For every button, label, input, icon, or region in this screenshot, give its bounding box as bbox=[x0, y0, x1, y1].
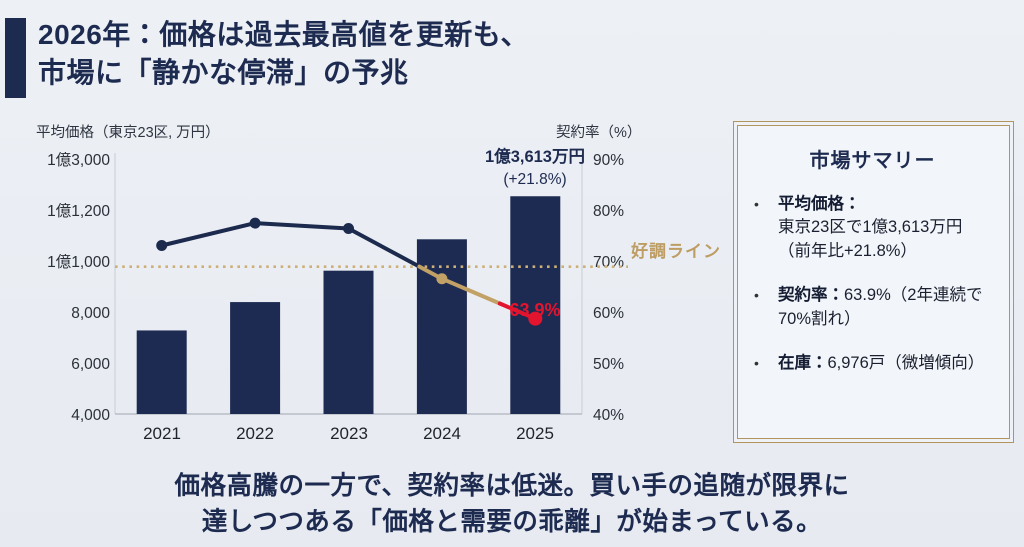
summary-item-average-price: • 平均価格： 東京23区で1億3,613万円（前年比+21.8%） bbox=[750, 193, 995, 263]
price-bar-2023 bbox=[323, 270, 374, 414]
market-summary-inner-border: 市場サマリー • 平均価格： 東京23区で1億3,613万円（前年比+21.8%… bbox=[737, 125, 1010, 439]
rate-marker-2023 bbox=[343, 223, 354, 235]
summary-item-lead: 契約率： bbox=[778, 286, 844, 305]
price-2025-change-annotation: (+21.8%) bbox=[503, 171, 567, 188]
price-bar-2025 bbox=[510, 196, 561, 414]
x-axis-label: 2025 bbox=[516, 424, 554, 443]
right-axis-tick: 50% bbox=[593, 356, 625, 373]
rate-marker-2022 bbox=[249, 217, 261, 229]
page-title: 2026年：価格は過去最高値を更新も、 市場に「静かな停滞」の予兆 bbox=[38, 16, 529, 92]
summary-item-body: 6,976戸（微増傾向） bbox=[827, 354, 985, 373]
left-axis-tick: 4,000 bbox=[71, 407, 110, 424]
summary-item-text: 在庫：6,976戸（微増傾向） bbox=[778, 352, 984, 375]
summary-item-lead: 在庫： bbox=[778, 354, 828, 373]
summary-item-body: 63.9%（2年連続で70%割れ） bbox=[778, 286, 983, 328]
right-axis-tick: 40% bbox=[593, 407, 625, 424]
right-axis-title: 契約率（%） bbox=[556, 125, 642, 141]
right-axis-tick: 70% bbox=[593, 254, 625, 271]
price-bar-2021 bbox=[136, 330, 187, 414]
x-axis-label: 2021 bbox=[143, 424, 181, 443]
summary-item-contract-rate: • 契約率：63.9%（2年連続で70%割れ） bbox=[750, 284, 995, 331]
bullet-icon: • bbox=[754, 287, 759, 304]
summary-title: 市場サマリー bbox=[809, 150, 936, 172]
key-message-line1: 価格高騰の一方で、契約率は低迷。買い手の追随が限界に bbox=[174, 472, 850, 500]
right-axis-tick: 90% bbox=[593, 152, 625, 169]
price-bar-2024 bbox=[416, 239, 467, 414]
left-axis-tick: 6,000 bbox=[71, 356, 110, 373]
bullet-icon: • bbox=[754, 196, 759, 212]
bullet-icon: • bbox=[754, 355, 759, 372]
summary-item-text: 平均価格： 東京23区で1億3,613万円（前年比+21.8%） bbox=[778, 193, 995, 263]
page-title-line1: 2026年：価格は過去最高値を更新も、 bbox=[38, 19, 529, 50]
left-axis-tick: 1億1,000 bbox=[47, 254, 110, 271]
summary-item-text: 契約率：63.9%（2年連続で70%割れ） bbox=[778, 284, 995, 331]
rate-marker-2021 bbox=[156, 239, 168, 251]
left-axis-tick: 1億1,200 bbox=[47, 203, 110, 220]
market-summary-box: 市場サマリー • 平均価格： 東京23区で1億3,613万円（前年比+21.8%… bbox=[733, 121, 1014, 443]
rate-marker-2025 bbox=[528, 311, 543, 326]
price-contract-rate-chart bbox=[114, 153, 628, 415]
page-title-line2: 市場に「静かな停滞」の予兆 bbox=[38, 57, 409, 88]
summary-item-inventory: • 在庫：6,976戸（微増傾向） bbox=[750, 352, 995, 375]
x-axis-label: 2024 bbox=[423, 424, 461, 443]
x-axis-label: 2023 bbox=[330, 424, 368, 443]
rate-2025-annotation: 63.9% bbox=[509, 300, 561, 320]
left-axis-tick: 8,000 bbox=[71, 305, 110, 322]
summary-item-lead: 平均価格： bbox=[778, 195, 861, 213]
price-2025-annotation: 1億3,613万円 bbox=[485, 148, 585, 166]
threshold-line-label: 好調ライン bbox=[631, 242, 721, 261]
left-axis-title: 平均価格（東京23区, 万円） bbox=[36, 125, 220, 141]
title-accent-bar bbox=[5, 18, 26, 98]
rate-marker-2024 bbox=[436, 273, 448, 285]
price-bar-2022 bbox=[230, 302, 281, 414]
key-message-line2: 達しつつある「価格と需要の乖離」が始まっている。 bbox=[201, 508, 823, 536]
right-axis-tick: 60% bbox=[593, 305, 625, 322]
key-message: 価格高騰の一方で、契約率は低迷。買い手の追随が限界に 達しつつある「価格と需要の… bbox=[0, 468, 1024, 540]
contract-rate-line-navy bbox=[159, 221, 422, 269]
left-axis-tick: 1億3,000 bbox=[47, 152, 110, 169]
summary-item-body: 東京23区で1億3,613万円（前年比+21.8%） bbox=[778, 218, 963, 260]
right-axis-tick: 80% bbox=[593, 203, 625, 220]
x-axis-label: 2022 bbox=[236, 424, 274, 443]
